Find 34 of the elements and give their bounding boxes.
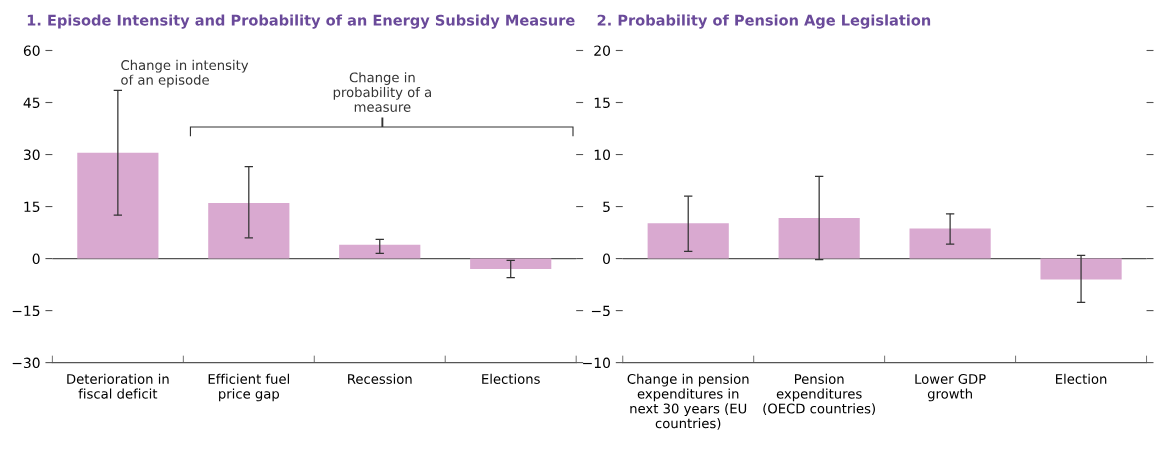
x-tick-label: Deterioration in fiscal deficit [67,373,169,399]
y-tick-label: 15 [24,201,40,213]
chart-title: 2. Probability of Pension Age Legislation [597,14,931,29]
x-tick-label: Change in pension expenditures in next 30 years (EU countries) [627,373,749,430]
x-tick-label: Pension expenditures (OECD countries) [763,373,875,416]
y-tick-label: 60 [23,45,40,56]
annotation: Change in probability of a measure [333,72,431,112]
y-tick-label: 10 [594,149,611,160]
x-tick-label: Elections [482,373,540,384]
x-tick-label: Efficient fuel price gap [208,373,289,402]
bar [909,228,991,259]
annotation: Change in intensity of an episode [121,59,249,88]
y-tick-label: −10 [583,357,611,369]
y-tick-label: 20 [594,45,611,56]
y-tick-label: 0 [603,253,611,265]
y-tick-label: 15 [594,97,610,108]
x-tick-label: Lower GDP growth [915,373,986,402]
x-tick-label: Election [1056,373,1107,384]
bar [1040,258,1122,280]
y-tick-label: −5 [591,305,610,317]
bar [77,152,159,259]
chart-title: 1. Episode Intensity and Probability of an Energy Subsidy Measure [27,14,575,29]
y-tick-label: −15 [12,305,40,317]
bar [778,217,860,259]
bar [647,223,729,259]
bar [470,258,552,269]
y-tick-label: −30 [12,357,40,369]
bar [339,244,421,259]
x-tick-label: Recession [348,373,412,384]
y-tick-label: 45 [23,97,40,108]
y-tick-label: 5 [603,201,610,213]
y-tick-label: 30 [23,149,40,160]
bar [208,203,290,259]
y-tick-label: 0 [32,253,40,265]
